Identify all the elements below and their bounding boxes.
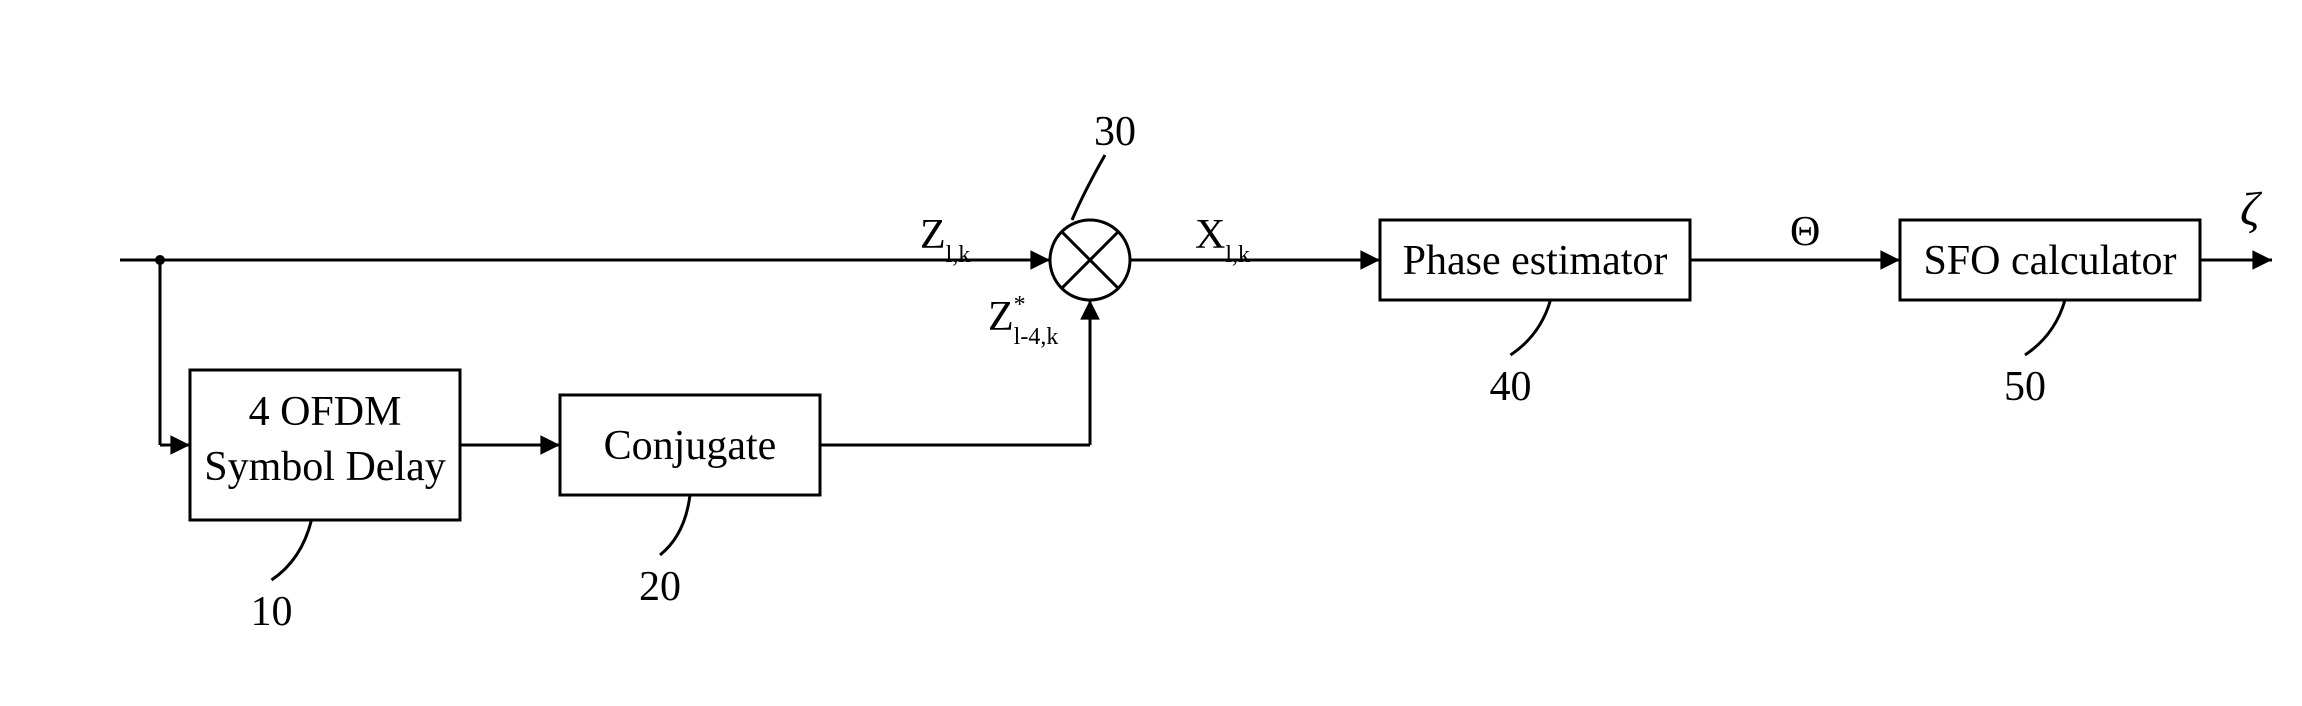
signal-z-star: Z*l-4,k [988,292,1058,350]
sfo-block-label: SFO calculator [1923,238,2176,284]
signal-zeta: ζ [2240,183,2263,236]
ref-30: 30 [1094,109,1136,155]
conjugate-block-label: Conjugate [604,423,777,469]
delay-block-line2: Symbol Delay [204,444,445,490]
ref-10: 10 [251,589,293,635]
ref-20: 20 [639,564,681,610]
ref-40: 40 [1490,364,1532,410]
signal-theta: Θ [1790,209,1820,255]
delay-block-line1: 4 OFDM [249,389,402,435]
phase-block-label: Phase estimator [1403,238,1668,284]
ref-50: 50 [2004,364,2046,410]
